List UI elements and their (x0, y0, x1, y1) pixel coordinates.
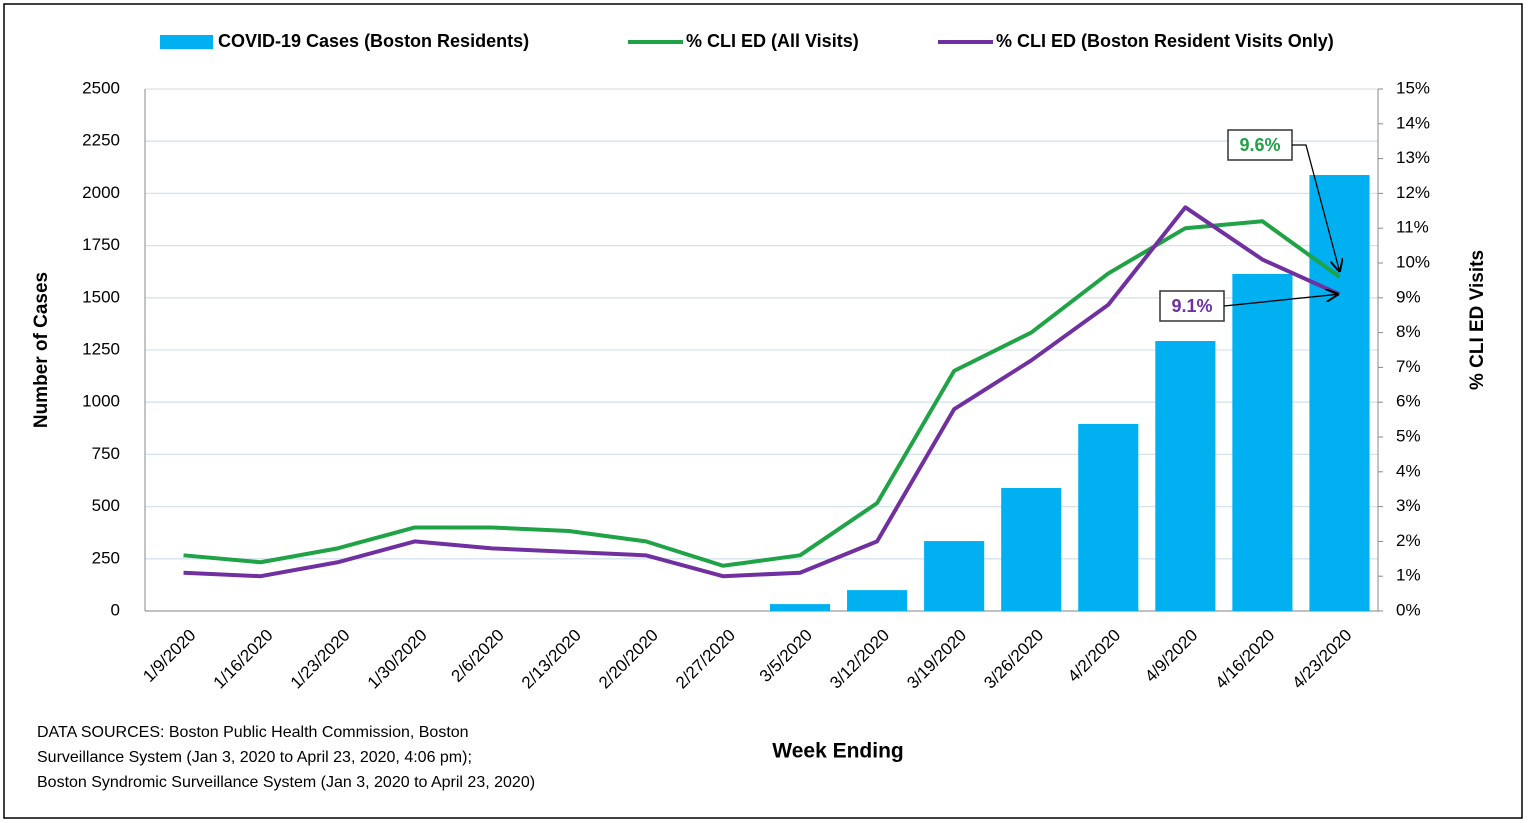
y-tick-label: 500 (92, 496, 120, 515)
bar (924, 541, 985, 611)
legend-swatch (160, 35, 213, 49)
y-tick-label: 2500 (82, 78, 120, 97)
y2-tick-label: 10% (1396, 252, 1430, 271)
bar (1078, 423, 1139, 611)
legend-label: % CLI ED (Boston Resident Visits Only) (996, 31, 1334, 51)
bar (1232, 273, 1293, 611)
y-tick-label: 2000 (82, 183, 120, 202)
y-tick-label: 750 (92, 444, 120, 463)
y-tick-label: 250 (92, 548, 120, 567)
line (183, 219, 1341, 568)
bar (1309, 175, 1370, 611)
callout-arrow (1223, 294, 1337, 307)
y2-tick-label: 14% (1396, 113, 1430, 132)
legend-label: COVID-19 Cases (Boston Residents) (218, 31, 529, 51)
y2-tick-label: 11% (1396, 218, 1429, 237)
x-axis-title: Week Ending (772, 740, 903, 763)
chart-border (3, 3, 1523, 819)
y2-tick-label: 5% (1396, 426, 1421, 445)
y2-tick-label: 3% (1396, 496, 1421, 515)
source-note: DATA SOURCES: Boston Public Health Commi… (37, 724, 469, 741)
y2-tick-label: 9% (1396, 287, 1421, 306)
y2-tick-label: 4% (1396, 461, 1421, 480)
y2-tick-label: 0% (1396, 600, 1421, 619)
line (183, 205, 1341, 579)
y2-tick-label: 15% (1396, 78, 1430, 97)
y2-tick-label: 1% (1396, 566, 1421, 585)
data-label: 9.1% (1171, 296, 1212, 316)
source-note: Surveillance System (Jan 3, 2020 to Apri… (37, 749, 472, 766)
bar (847, 590, 908, 611)
y2-tick-label: 6% (1396, 392, 1421, 411)
y2-tick-label: 2% (1396, 531, 1421, 550)
data-label: 9.6% (1239, 135, 1280, 155)
bar (1155, 341, 1216, 611)
y2-tick-label: 8% (1396, 322, 1421, 341)
bar (769, 604, 831, 611)
y-axis-title: Number of Cases (31, 272, 52, 428)
y-tick-label: 1250 (82, 339, 120, 358)
y-tick-label: 1000 (82, 392, 120, 411)
y2-axis-title: % CLI ED Visits (1467, 250, 1488, 390)
y-tick-label: 1750 (82, 235, 120, 254)
y2-tick-label: 13% (1396, 148, 1430, 167)
legend-label: % CLI ED (All Visits) (686, 31, 859, 51)
y-tick-label: 0 (111, 600, 120, 619)
bar (1001, 488, 1062, 611)
callout-arrow (1292, 144, 1339, 271)
y-tick-label: 1500 (82, 287, 120, 306)
y-tick-label: 2250 (82, 131, 120, 150)
source-note: Boston Syndromic Surveillance System (Ja… (37, 774, 535, 791)
y2-tick-label: 12% (1396, 183, 1430, 202)
y2-tick-label: 7% (1396, 357, 1421, 376)
